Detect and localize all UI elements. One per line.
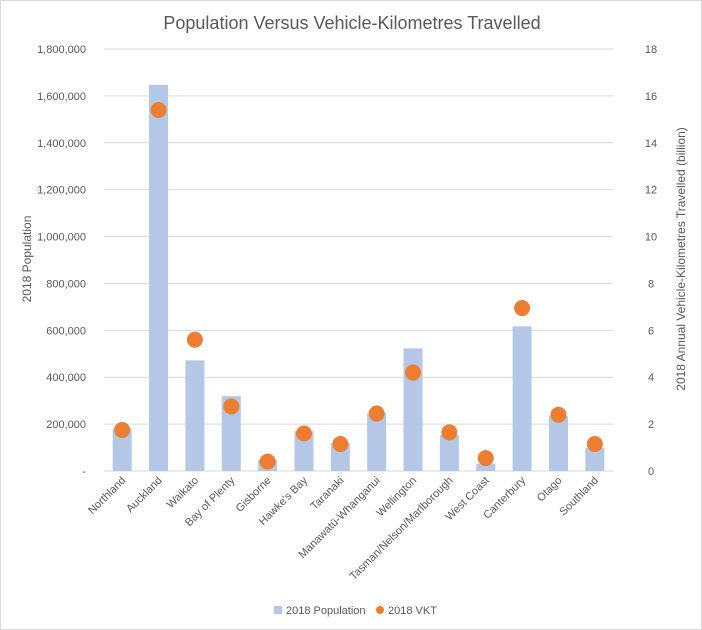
point-bay-of-plenty <box>223 398 240 415</box>
y-tick-label: 1,000,000 <box>37 232 86 244</box>
bar-tasman-nelson-marlborough <box>439 435 459 471</box>
x-tick-label: Southland <box>557 475 601 519</box>
y-tick-label: 1,200,000 <box>37 185 86 197</box>
bar-northland <box>112 428 132 471</box>
legend-label-vkt: 2018 VKT <box>388 605 437 617</box>
point-canterbury <box>514 300 531 317</box>
y2-tick-label: 4 <box>648 372 654 384</box>
point-northland <box>114 421 131 438</box>
point-taranaki <box>332 436 349 453</box>
chart-title: Population Versus Vehicle-Kilometres Tra… <box>163 13 540 33</box>
legend-swatch-vkt <box>376 606 384 614</box>
x-tick-label: Otago <box>535 475 565 505</box>
legend: 2018 Population 2018 VKT <box>274 605 437 617</box>
y-tick-label: 1,800,000 <box>37 44 86 56</box>
point-waikato <box>186 331 203 348</box>
legend-swatch-population <box>274 606 282 614</box>
y-axis-label: 2018 Population <box>20 216 34 303</box>
point-wellington <box>405 364 422 381</box>
y-tick-label: 400,000 <box>46 372 86 384</box>
y2-tick-label: 6 <box>648 325 654 337</box>
bar-auckland <box>149 84 169 472</box>
y2-tick-label: 16 <box>645 91 657 103</box>
bar-otago <box>548 416 568 471</box>
point-gisborne <box>259 453 276 470</box>
y2-tick-label: 14 <box>645 138 657 150</box>
y2-tick-label: 18 <box>645 44 657 56</box>
point-hawke-s-bay <box>295 425 312 442</box>
y-tick-label: 200,000 <box>46 419 86 431</box>
bar-manawat-whanganui <box>367 413 387 471</box>
y-tick-label: 600,000 <box>46 325 86 337</box>
legend-label-population: 2018 Population <box>286 605 366 617</box>
y-tick-label: 1,600,000 <box>37 91 86 103</box>
bar-waikato <box>185 360 205 471</box>
point-west-coast <box>477 450 494 467</box>
bar-hawke-s-bay <box>294 431 314 471</box>
bar-wellington <box>403 348 423 471</box>
y-tick-label: 1,400,000 <box>37 138 86 150</box>
y2-tick-label: 10 <box>645 232 657 244</box>
y2-tick-label: 8 <box>648 278 654 290</box>
y2-tick-label: 0 <box>648 466 654 478</box>
x-tick-label: Northland <box>86 475 128 517</box>
y-tick-label: 800,000 <box>46 278 86 290</box>
bar-canterbury <box>512 326 532 471</box>
point-southland <box>586 436 603 453</box>
y2-axis-label: 2018 Annual Vehicle-Kilometres Travelled… <box>674 127 688 390</box>
x-tick-label: Waikato <box>165 475 201 511</box>
y2-tick-label: 12 <box>645 185 657 197</box>
y2-tick-label: 2 <box>648 419 654 431</box>
point-otago <box>550 406 567 423</box>
point-manawat-whanganui <box>368 405 385 422</box>
bar-southland <box>585 448 605 471</box>
y-tick-label: - <box>82 466 86 478</box>
bar-west-coast <box>476 463 496 471</box>
x-tick-label: Auckland <box>124 475 164 515</box>
point-auckland <box>150 101 167 118</box>
point-tasman-nelson-marlborough <box>441 424 458 441</box>
bar-bay-of-plenty <box>221 396 241 471</box>
